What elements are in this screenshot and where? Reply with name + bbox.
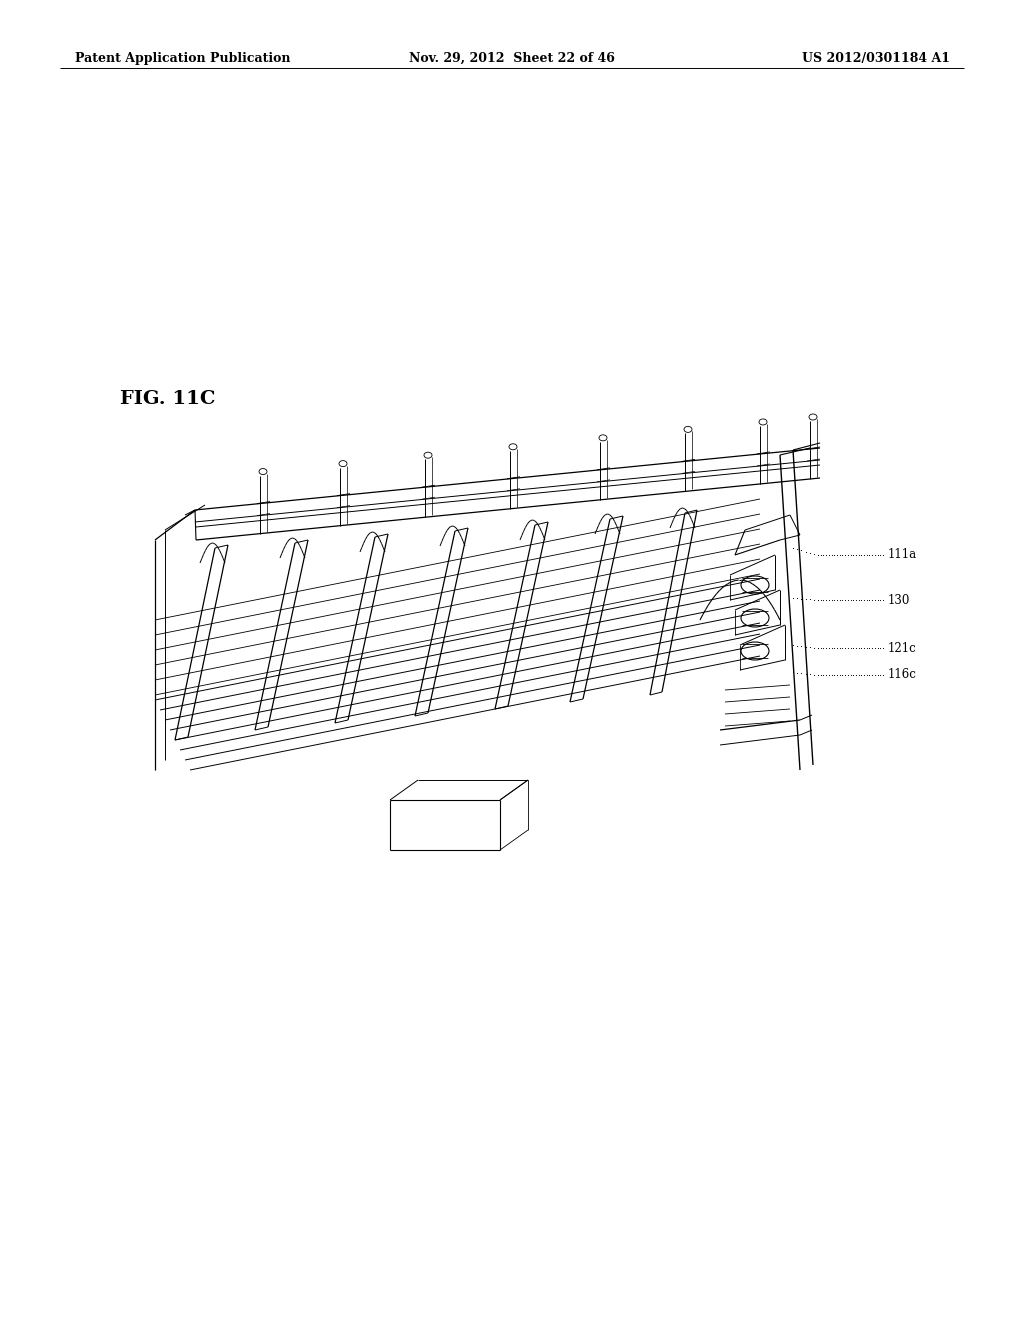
Text: 116c: 116c — [888, 668, 916, 681]
Text: Patent Application Publication: Patent Application Publication — [75, 51, 291, 65]
Text: Nov. 29, 2012  Sheet 22 of 46: Nov. 29, 2012 Sheet 22 of 46 — [409, 51, 615, 65]
Text: 111a: 111a — [888, 549, 918, 561]
Text: US 2012/0301184 A1: US 2012/0301184 A1 — [802, 51, 950, 65]
Text: 121c: 121c — [888, 642, 916, 655]
Text: FIG. 11C: FIG. 11C — [120, 389, 215, 408]
Text: 130: 130 — [888, 594, 910, 606]
